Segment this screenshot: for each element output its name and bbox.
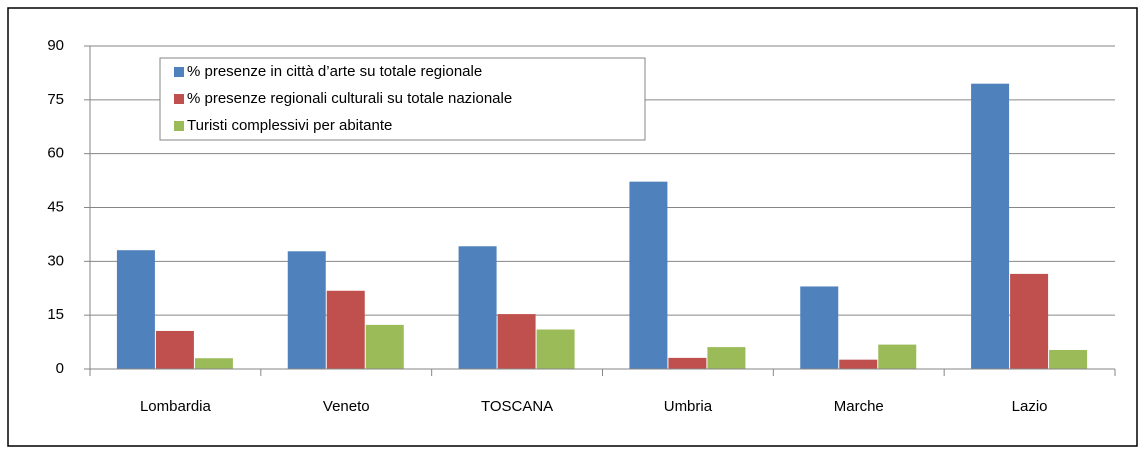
legend-box xyxy=(159,57,646,141)
x-tick-label: TOSCANA xyxy=(481,398,553,415)
x-tick-label: Veneto xyxy=(323,398,370,415)
bar xyxy=(536,329,575,369)
bar xyxy=(878,344,917,369)
x-tick-label: Lazio xyxy=(1012,398,1048,415)
bar xyxy=(1010,273,1049,369)
legend-swatch xyxy=(174,94,184,104)
y-tick-label: 45 xyxy=(47,198,64,215)
bar xyxy=(458,246,497,369)
bar xyxy=(707,347,746,369)
y-tick-label: 0 xyxy=(56,360,64,377)
legend-label: % presenze in città d’arte su totale reg… xyxy=(187,63,482,80)
legend-label: Turisti complessivi per abitante xyxy=(187,117,392,134)
bar xyxy=(971,83,1010,369)
y-tick-label: 90 xyxy=(47,37,64,54)
bar xyxy=(194,358,233,369)
bar xyxy=(1049,349,1088,369)
bar xyxy=(800,286,839,369)
y-tick-label: 30 xyxy=(47,252,64,269)
bar xyxy=(839,359,878,369)
bar xyxy=(155,330,194,369)
bar xyxy=(287,251,326,369)
legend-label: % presenze regionali culturali su totale… xyxy=(187,90,512,107)
bar xyxy=(116,250,155,369)
x-tick-label: Lombardia xyxy=(140,398,212,415)
bar xyxy=(326,290,365,369)
x-tick-label: Umbria xyxy=(664,398,713,415)
legend-swatch xyxy=(174,121,184,131)
bar xyxy=(497,314,536,369)
bar xyxy=(365,324,404,369)
x-tick-label: Marche xyxy=(834,398,884,415)
chart-border xyxy=(7,7,1138,447)
y-tick-label: 60 xyxy=(47,145,64,162)
bar xyxy=(629,181,668,369)
y-tick-label: 75 xyxy=(47,91,64,108)
y-tick-label: 15 xyxy=(47,306,64,323)
legend-swatch xyxy=(174,67,184,77)
bar xyxy=(668,357,707,369)
